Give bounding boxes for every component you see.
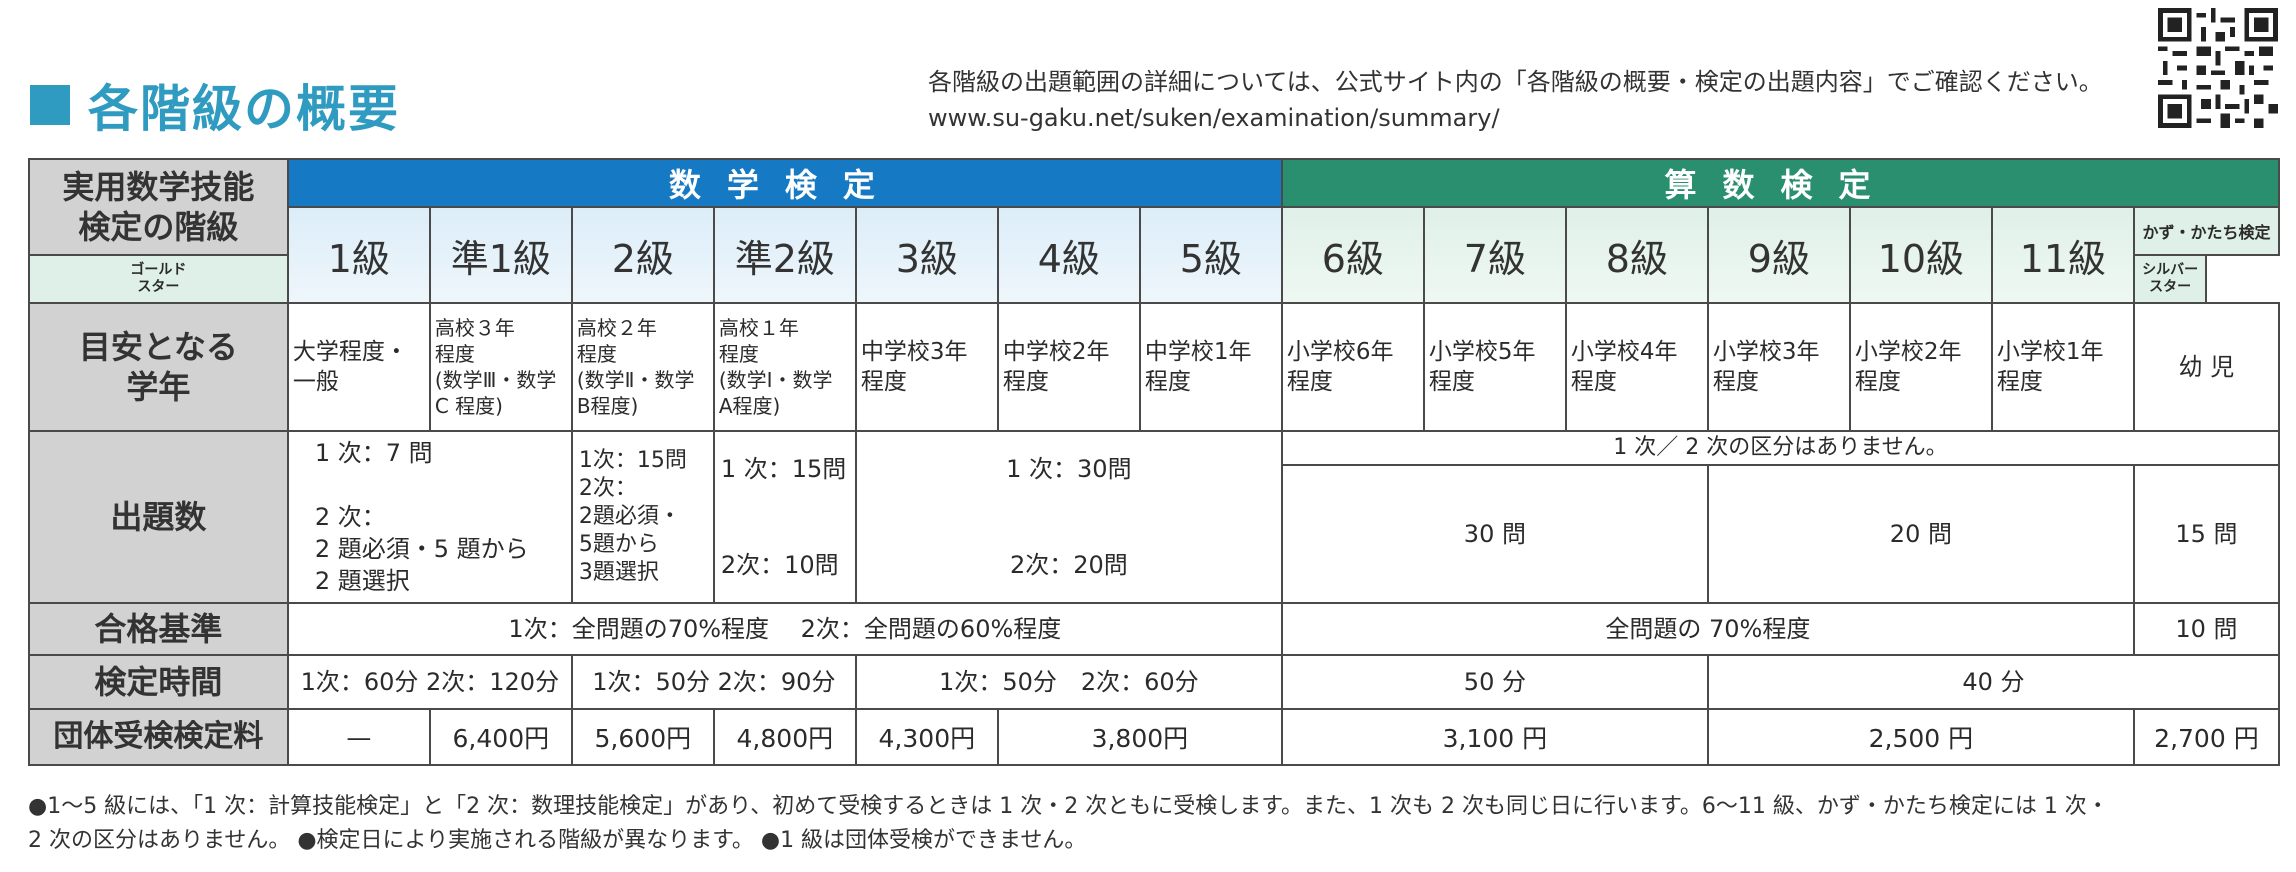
- fee-level-3: 4,300円: [854, 708, 999, 766]
- grade-cell: 高校１年 程度 (数学Ⅰ・数学 A程度): [712, 302, 857, 432]
- page-title: 各階級の概要: [30, 74, 400, 138]
- questions-row-label: 出題数: [28, 430, 289, 604]
- top-note-line1: 各階級の出題範囲の詳細については、公式サイト内の「各階級の概要・検定の出題内容」…: [928, 68, 2103, 96]
- fee-level-9to11: 2,500 円: [1706, 708, 2135, 766]
- fee-level-p2: 4,800円: [712, 708, 857, 766]
- time-level-6to8: 50 分: [1280, 654, 1709, 710]
- level-11: 11級: [1990, 206, 2135, 304]
- math-band: 数学検定: [286, 158, 1283, 208]
- gold-star-label: ゴールド スター: [28, 254, 289, 304]
- pass-row-label: 合格基準: [28, 602, 289, 656]
- grade-cell: 小学校4年 程度: [1564, 302, 1709, 432]
- questions-level-1-p1: 1 次：7 問 2 次： 2 題必須・5 題から 2 題選択: [286, 430, 573, 604]
- level-p1: 準1級: [428, 206, 573, 304]
- kazu-katachi-label: かず・かたち検定: [2132, 206, 2281, 256]
- grade-cell: 中学校1年 程度: [1138, 302, 1283, 432]
- grade-cell: 高校３年 程度 (数学Ⅲ・数学 C 程度): [428, 302, 573, 432]
- grade-cell: 小学校5年 程度: [1422, 302, 1567, 432]
- questions-level-6to8: 30 問: [1280, 464, 1709, 604]
- pass-arith: 全問題の 70%程度: [1280, 602, 2135, 656]
- time-level-9to11-kazu: 40 分: [1706, 654, 2281, 710]
- questions-level-2: 1次：15問 2次： 2題必須・ 5題から 3題選択: [570, 430, 715, 604]
- grade-cell: 大学程度・ 一般: [286, 302, 431, 432]
- fee-level-2: 5,600円: [570, 708, 715, 766]
- corner-label: 実用数学技能 検定の階級: [28, 158, 289, 256]
- grade-cell: 中学校3年 程度: [854, 302, 999, 432]
- arith-band: 算数検定: [1280, 158, 2281, 208]
- top-note-url[interactable]: www.su-gaku.net/suken/examination/summar…: [928, 104, 1500, 132]
- level-2: 2級: [570, 206, 715, 304]
- level-8: 8級: [1564, 206, 1709, 304]
- grade-cell: 小学校1年 程度: [1990, 302, 2135, 432]
- level-7: 7級: [1422, 206, 1567, 304]
- fee-level-1: —: [286, 708, 431, 766]
- level-p2: 準2級: [712, 206, 857, 304]
- time-level-1-p1: 1次：60分 2次：120分: [286, 654, 573, 710]
- grade-row-label: 目安となる 学年: [28, 302, 289, 432]
- footnote-line1: ●1～5 級には、「1 次：計算技能検定」と「2 次：数理技能検定」があり、初め…: [28, 794, 2109, 819]
- qr-code-icon[interactable]: [2158, 8, 2278, 128]
- title-square-icon: [30, 85, 70, 125]
- grade-cell-kazu: 幼 児: [2132, 302, 2281, 432]
- fee-row-label: 団体受検検定料: [28, 708, 289, 766]
- grade-cell: 小学校2年 程度: [1848, 302, 1993, 432]
- level-3: 3級: [854, 206, 999, 304]
- questions-kazu: 15 問: [2132, 464, 2281, 604]
- fee-kazu: 2,700 円: [2132, 708, 2281, 766]
- time-row-label: 検定時間: [28, 654, 289, 710]
- silver-star-label: シルバー スター: [2132, 254, 2208, 304]
- top-note: 各階級の出題範囲の詳細については、公式サイト内の「各階級の概要・検定の出題内容」…: [928, 64, 2103, 136]
- grade-cell: 中学校2年 程度: [996, 302, 1141, 432]
- questions-level-3to5: 1 次：30問 2次：20問: [854, 430, 1283, 604]
- pass-math: 1次：全問題の70%程度 2次：全問題の60%程度: [286, 602, 1283, 656]
- fee-level-p1: 6,400円: [428, 708, 573, 766]
- fee-level-4-5: 3,800円: [996, 708, 1283, 766]
- footnote-line2: 2 次の区分はありません。 ●検定日により実施される階級が異なります。 ●1 級…: [28, 828, 1087, 853]
- pass-kazu: 10 問: [2132, 602, 2281, 656]
- footnotes: ●1～5 級には、「1 次：計算技能検定」と「2 次：数理技能検定」があり、初め…: [28, 790, 2288, 858]
- time-level-2-p2: 1次：50分 2次：90分: [570, 654, 857, 710]
- level-5: 5級: [1138, 206, 1283, 304]
- level-1: 1級: [286, 206, 431, 304]
- questions-level-p2: 1 次：15問 2次：10問: [712, 430, 857, 604]
- fee-level-6to8: 3,100 円: [1280, 708, 1709, 766]
- level-overview-table: 実用数学技能 検定の階級 数学検定 算数検定 1級 準1級 2級 準2級 3級 …: [28, 158, 2281, 766]
- grade-cell: 小学校6年 程度: [1280, 302, 1425, 432]
- level-9: 9級: [1706, 206, 1851, 304]
- title-text: 各階級の概要: [88, 80, 400, 138]
- level-4: 4級: [996, 206, 1141, 304]
- questions-no-division: 1 次／ 2 次の区分はありません。: [1280, 430, 2281, 466]
- grade-cell: 高校２年 程度 (数学Ⅱ・数学 B程度): [570, 302, 715, 432]
- level-6: 6級: [1280, 206, 1425, 304]
- time-level-3to5: 1次：50分 2次：60分: [854, 654, 1283, 710]
- grade-cell: 小学校3年 程度: [1706, 302, 1851, 432]
- questions-level-9to11: 20 問: [1706, 464, 2135, 604]
- level-10: 10級: [1848, 206, 1993, 304]
